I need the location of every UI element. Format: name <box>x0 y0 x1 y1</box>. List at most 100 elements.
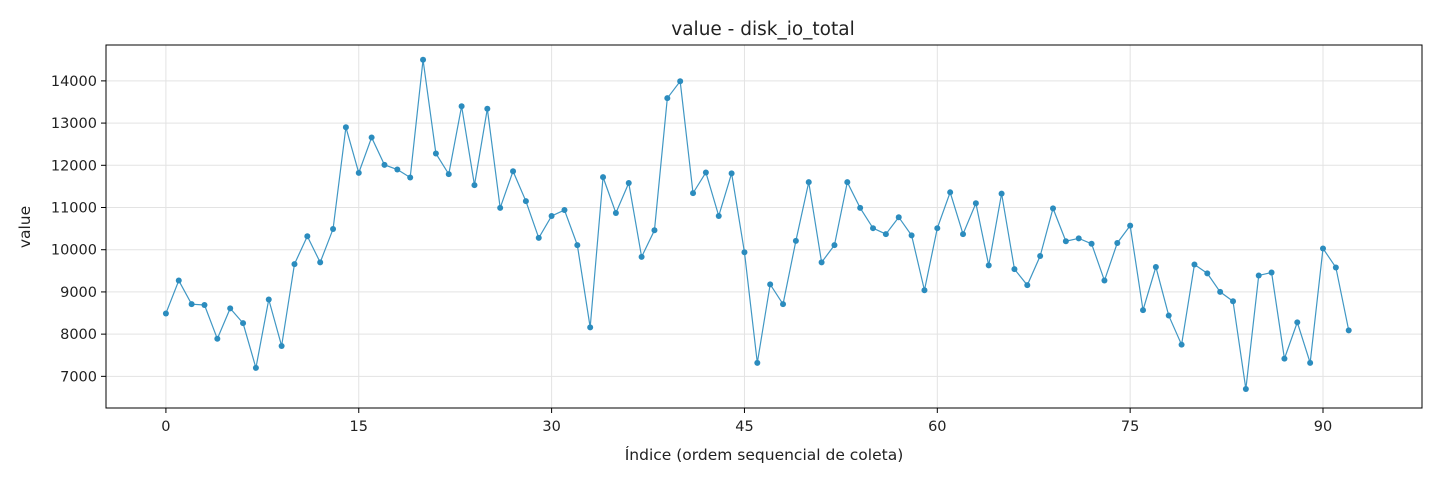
data-point <box>998 190 1005 197</box>
y-axis: 7000 8000 9000 10000 11000 12000 13000 14000 <box>51 74 106 385</box>
data-point <box>227 305 234 312</box>
data-point <box>432 150 439 157</box>
data-point <box>394 166 401 173</box>
data-point <box>702 169 709 176</box>
data-point <box>561 207 568 214</box>
data-point <box>767 281 774 288</box>
x-axis: 0 15 30 45 60 75 90 <box>161 408 1332 435</box>
data-point <box>638 253 645 260</box>
y-tick-label: 11000 <box>51 201 97 217</box>
data-point <box>535 234 542 241</box>
data-point <box>882 231 889 238</box>
data-point <box>625 180 632 187</box>
data-point <box>895 214 902 221</box>
data-point <box>1281 355 1288 362</box>
data-point <box>844 179 851 186</box>
plot-area <box>105 44 1423 409</box>
data-point <box>240 320 247 327</box>
data-point <box>1178 341 1185 348</box>
data-point <box>1242 386 1249 393</box>
y-tick-label: 14000 <box>51 74 97 90</box>
x-tick-label: 90 <box>1314 419 1332 435</box>
data-point <box>1230 298 1237 305</box>
data-point <box>677 78 684 85</box>
data-point <box>1320 245 1327 252</box>
x-tick-label: 60 <box>928 419 946 435</box>
data-point <box>368 134 375 141</box>
y-axis-title: value <box>16 206 34 248</box>
data-point <box>960 231 967 238</box>
data-point <box>1127 222 1134 229</box>
y-tick-label: 8000 <box>60 327 97 343</box>
data-point <box>1037 253 1044 260</box>
x-tick-label: 30 <box>542 419 560 435</box>
y-tick-label: 13000 <box>51 116 97 132</box>
data-point <box>1165 312 1172 319</box>
x-tick-label: 75 <box>1121 419 1139 435</box>
data-point <box>921 287 928 294</box>
y-tick-label: 10000 <box>51 243 97 259</box>
data-point <box>1075 235 1082 242</box>
data-point <box>972 200 979 207</box>
data-point <box>1024 282 1031 289</box>
data-point <box>1307 359 1314 366</box>
data-point <box>381 161 388 168</box>
data-point <box>1255 272 1262 279</box>
data-point <box>780 301 787 308</box>
chart-title: value - disk_io_total <box>671 19 854 40</box>
data-point <box>715 212 722 219</box>
data-point <box>1152 264 1159 271</box>
data-point <box>690 190 697 197</box>
y-tick-label: 7000 <box>60 369 97 385</box>
data-point <box>407 174 414 181</box>
data-point <box>1140 307 1147 314</box>
data-point <box>330 226 337 233</box>
data-point <box>458 103 465 110</box>
data-point <box>985 262 992 269</box>
data-point <box>1217 288 1224 295</box>
data-point <box>252 364 259 371</box>
data-point <box>188 301 195 308</box>
data-point <box>548 212 555 219</box>
data-point <box>1088 240 1095 247</box>
series-polyline <box>165 59 1350 390</box>
grid <box>106 45 1422 408</box>
data-point <box>214 335 221 342</box>
data-point <box>612 209 619 216</box>
data-point <box>934 225 941 232</box>
data-point <box>831 242 838 249</box>
data-point <box>497 204 504 211</box>
data-point <box>1268 269 1275 276</box>
data-point <box>664 95 671 102</box>
data-point <box>522 198 529 205</box>
x-tick-label: 15 <box>350 419 368 435</box>
series-line <box>165 59 1350 390</box>
data-point <box>317 259 324 266</box>
data-point <box>291 261 298 268</box>
data-point <box>1294 319 1301 326</box>
x-axis-title: Índice (ordem sequencial de coleta) <box>625 445 904 464</box>
data-point <box>510 168 517 175</box>
data-point <box>420 56 427 63</box>
data-point <box>342 124 349 131</box>
data-point <box>870 225 877 232</box>
data-point <box>908 232 915 239</box>
data-point <box>1050 205 1057 212</box>
data-point <box>1204 270 1211 277</box>
y-tick-label: 9000 <box>60 285 97 301</box>
data-point <box>1114 239 1121 246</box>
data-point <box>445 171 452 178</box>
data-point <box>600 174 607 181</box>
data-point <box>587 324 594 331</box>
data-point <box>741 249 748 256</box>
data-point <box>651 227 658 234</box>
data-point <box>1191 261 1198 268</box>
data-point <box>175 277 182 284</box>
data-point <box>728 170 735 177</box>
data-point <box>265 296 272 303</box>
data-point <box>818 259 825 266</box>
data-point <box>1345 327 1352 334</box>
data-point <box>947 189 954 196</box>
y-tick-label: 12000 <box>51 158 97 174</box>
data-points <box>162 56 1352 393</box>
